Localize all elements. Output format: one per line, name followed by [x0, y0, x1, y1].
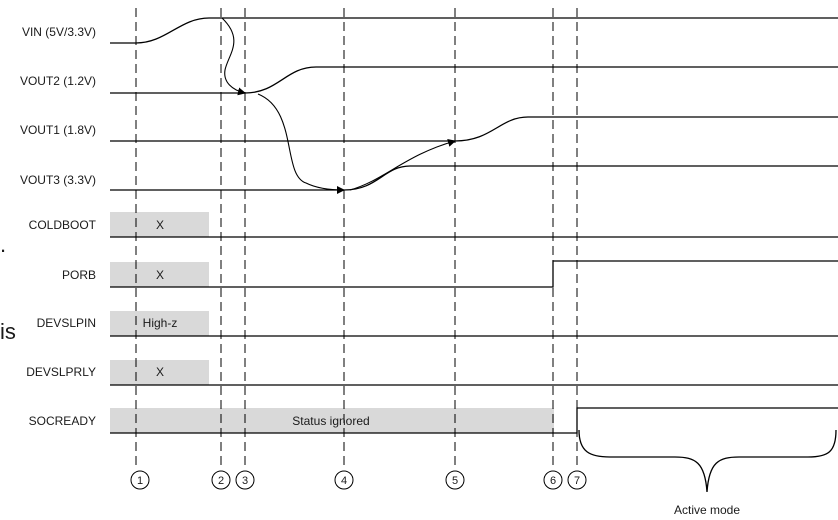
devslpin-state-text: High-z [143, 316, 178, 330]
marker-6: 6 [543, 470, 563, 490]
devslprly-unknown-region [110, 360, 209, 385]
waveform-vout2 [110, 66, 838, 94]
signal-label-devslprly: DEVSLPRLY [26, 365, 96, 379]
devslpin-highz-region [110, 311, 209, 336]
left-fragment-is: is [0, 319, 16, 344]
svg-text:5: 5 [452, 475, 458, 487]
signal-label-vout2: VOUT2 (1.2V) [20, 74, 96, 88]
arrow-vout2-to-vout3 [257, 93, 345, 194]
waveform-vout1 [110, 116, 838, 142]
svg-text:6: 6 [550, 475, 556, 487]
arrow-vin-to-vout2 [221, 17, 246, 96]
coldboot-unknown-region [110, 212, 209, 237]
socready-state-text: Status ignored [292, 414, 369, 428]
marker-5: 5 [445, 470, 465, 490]
marker-3: 3 [235, 470, 255, 490]
signal-label-coldboot: COLDBOOT [29, 218, 97, 232]
signal-label-vin: VIN (5V/3.3V) [22, 25, 96, 39]
signal-label-vout3: VOUT3 (3.3V) [20, 173, 96, 187]
svg-text:3: 3 [242, 475, 248, 487]
svg-text:4: 4 [341, 475, 347, 487]
signal-label-socready: SOCREADY [29, 414, 96, 428]
signal-label-porb: PORB [62, 268, 96, 282]
svg-text:7: 7 [574, 475, 580, 487]
active-mode-brace [578, 429, 837, 493]
porb-unknown-region [110, 262, 209, 287]
devslprly-state-text: X [156, 365, 164, 379]
svg-text:1: 1 [137, 475, 143, 487]
arrow-vout3-to-vout1 [349, 139, 456, 191]
svg-text:2: 2 [218, 475, 224, 487]
marker-7: 7 [567, 470, 587, 490]
marker-1: 1 [130, 470, 150, 490]
marker-4: 4 [334, 470, 354, 490]
waveform-vin [110, 17, 838, 44]
signal-label-devslpin: DEVSLPIN [37, 316, 96, 330]
active-mode-label: Active mode [674, 503, 740, 517]
waveform-vout3 [110, 165, 838, 191]
signal-label-vout1: VOUT1 (1.8V) [20, 123, 96, 137]
left-fragment-dot: . [0, 232, 6, 257]
socready-ignored-region [110, 408, 554, 433]
porb-state-text: X [156, 268, 164, 282]
waveform-porb [110, 260, 838, 288]
waveform-socready [110, 407, 838, 434]
marker-2: 2 [211, 470, 231, 490]
coldboot-state-text: X [156, 218, 164, 232]
